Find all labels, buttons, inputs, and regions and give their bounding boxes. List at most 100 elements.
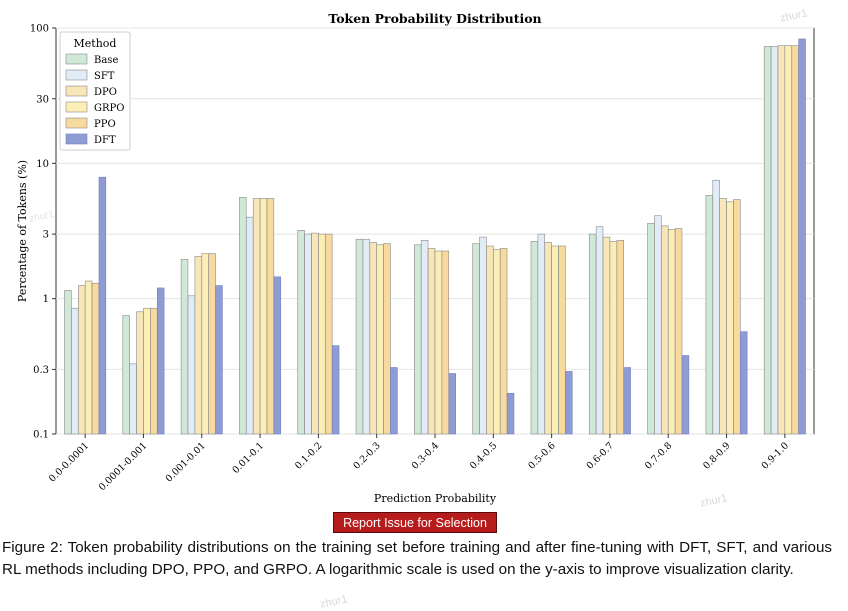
bar-grpo — [376, 244, 384, 435]
bar-ppo — [208, 253, 216, 435]
bar-dft — [331, 345, 340, 435]
bar-dft — [740, 331, 748, 435]
legend-swatch-sft — [65, 69, 88, 81]
bar-ppo — [791, 45, 799, 435]
bar-sft — [537, 233, 545, 435]
bar-dpo — [136, 311, 144, 435]
legend-label-dpo: DPO — [94, 87, 117, 98]
bar-base — [472, 243, 480, 435]
bar-dft — [215, 285, 223, 435]
x-tick-label: 0.6-0.7 — [585, 440, 616, 471]
bar-dft — [623, 367, 631, 435]
bar-grpo — [84, 280, 93, 435]
report-issue-button[interactable]: Report Issue for Selection — [333, 512, 497, 533]
x-tick-label: 0.01-0.1 — [231, 440, 267, 476]
bar-base — [355, 238, 364, 435]
x-tick-label: 0.4-0.5 — [468, 440, 499, 471]
bar-dpo — [194, 256, 203, 435]
bar-grpo — [434, 250, 443, 435]
bar-dpo — [486, 245, 494, 435]
figure-caption: Figure 2: Token probability distribution… — [2, 539, 832, 578]
bar-grpo — [609, 241, 618, 435]
bar-sft — [71, 307, 79, 435]
bar-dft — [273, 276, 282, 435]
bar-sft — [654, 215, 662, 435]
bar-sft — [362, 238, 371, 435]
bar-dft — [506, 392, 515, 435]
x-tick-label: 0.8-0.9 — [701, 440, 732, 471]
bar-dft — [98, 176, 107, 435]
bar-dpo — [311, 232, 319, 435]
bar-ppo — [383, 243, 391, 435]
bar-grpo — [784, 45, 792, 435]
bar-base — [763, 46, 772, 435]
bar-grpo — [318, 233, 326, 435]
bar-dft — [565, 371, 573, 435]
bar-dpo — [719, 198, 727, 435]
bar-sft — [770, 46, 779, 435]
bar-sft — [595, 226, 604, 435]
bar-sft — [304, 233, 312, 435]
bar-grpo — [259, 198, 268, 435]
legend-title: Method — [74, 37, 117, 50]
legend-swatch-dft — [65, 133, 88, 145]
bar-ppo — [150, 307, 158, 435]
legend-swatch-grpo — [65, 101, 88, 113]
legend-swatch-ppo — [65, 117, 88, 129]
x-tick-label: 0.9-1.0 — [760, 440, 791, 471]
bar-base — [530, 241, 539, 435]
bar-dpo — [544, 242, 552, 435]
bar-ppo — [266, 198, 275, 435]
x-tick-label: 0.0-0.0001 — [47, 440, 91, 484]
y-tick-label: 30 — [36, 94, 49, 105]
y-tick-label: 3 — [43, 230, 49, 241]
bar-grpo — [726, 201, 734, 435]
bar-grpo — [201, 253, 209, 435]
bar-dpo — [427, 248, 436, 435]
legend-swatch-dpo — [65, 85, 88, 97]
bar-base — [122, 315, 130, 435]
bar-sft — [129, 363, 137, 435]
x-tick-label: 0.2-0.3 — [351, 440, 382, 471]
x-tick-label: 0.1-0.2 — [293, 440, 324, 471]
bar-base — [588, 233, 597, 435]
legend-label-ppo: PPO — [94, 119, 116, 130]
legend-label-dft: DFT — [94, 135, 116, 146]
bar-sft — [712, 179, 720, 435]
bar-base — [705, 195, 713, 435]
bar-base — [647, 223, 655, 435]
legend-label-grpo: GRPO — [94, 103, 124, 114]
y-axis-label: Percentage of Tokens (%) — [16, 160, 29, 302]
bar-base — [297, 230, 305, 435]
bar-dft — [798, 38, 806, 435]
bar-ppo — [325, 233, 333, 435]
bar-grpo — [143, 307, 151, 435]
x-axis-label: Prediction Probability — [374, 492, 497, 505]
bar-dpo — [661, 225, 669, 435]
bar-dft — [448, 373, 456, 435]
bar-base — [414, 244, 422, 435]
x-tick-label: 0.5-0.6 — [526, 440, 557, 471]
x-tick-label: 0.0001-0.001 — [97, 440, 150, 493]
bar-dpo — [777, 45, 786, 435]
bar-sft — [246, 216, 254, 435]
bar-grpo — [551, 245, 559, 435]
x-tick-label: 0.001-0.01 — [164, 440, 208, 484]
bar-sft — [420, 239, 429, 435]
bar-ppo — [616, 239, 624, 435]
bar-ppo — [733, 199, 741, 435]
legend-swatch-base — [65, 53, 88, 65]
bar-dpo — [602, 236, 611, 435]
legend-label-base: Base — [94, 55, 118, 66]
bar-grpo — [667, 229, 676, 435]
bar-ppo — [674, 228, 683, 435]
bar-ppo — [91, 282, 100, 435]
bar-sft — [187, 295, 196, 435]
legend: Method Base SFT DPO GRPO PPO DFT — [59, 31, 131, 151]
bar-dft — [681, 355, 690, 435]
token-probability-chart: zhur1zhur1zhur1zhur1 Token Probability D… — [16, 11, 815, 505]
bar-base — [239, 197, 247, 435]
bar-sft — [479, 236, 487, 435]
chart-title: Token Probability Distribution — [328, 11, 541, 26]
bar-ppo — [441, 250, 450, 435]
